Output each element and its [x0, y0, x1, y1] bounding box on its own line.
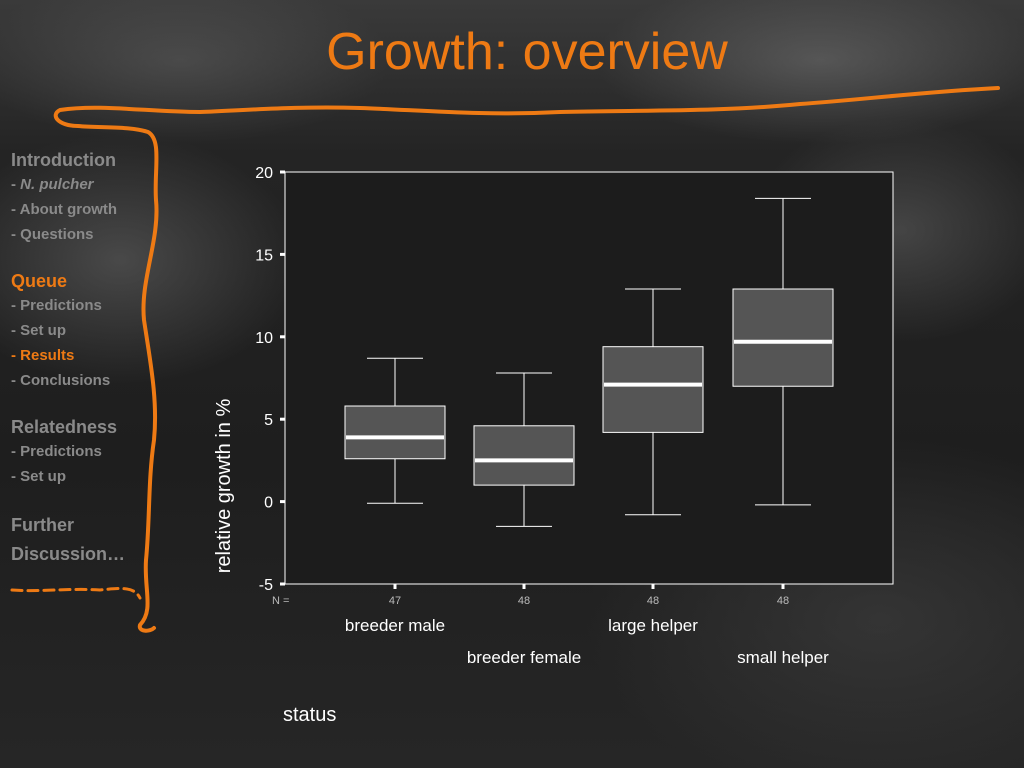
- box-iqr: [473, 425, 575, 486]
- category-label: large helper: [608, 616, 698, 635]
- box-iqr: [732, 288, 834, 387]
- x-axis-label: status: [283, 704, 337, 726]
- nav-item-relatedness-set-up[interactable]: - Set up: [11, 468, 66, 485]
- box-4: [732, 197, 834, 506]
- y-axis-label: relative growth in %: [213, 399, 235, 574]
- nav-discussion[interactable]: Discussion…: [11, 544, 126, 564]
- nav-item-results[interactable]: - Results: [11, 347, 75, 364]
- nav-dash: -: [11, 176, 21, 193]
- nav-item-species[interactable]: - N. pulcher: [11, 172, 151, 197]
- nav-item-queue-set-up[interactable]: - Set up: [11, 322, 66, 339]
- box-iqr: [344, 405, 446, 460]
- y-tick-label: 15: [255, 247, 273, 264]
- category-label: breeder female: [466, 648, 582, 667]
- y-tick-label: 5: [264, 412, 273, 429]
- nav-sidebar: Introduction - N. pulcher - About growth…: [11, 148, 151, 569]
- box-iqr: [602, 346, 704, 433]
- y-axis: -5 0 5 10 15 20: [255, 165, 285, 594]
- nav-introduction[interactable]: Introduction: [11, 150, 116, 170]
- x-axis: 47 48 48 48: [389, 584, 789, 607]
- y-tick-label: 10: [255, 330, 273, 347]
- box-series: [344, 197, 834, 527]
- slide-title: Growth: overview: [326, 23, 728, 81]
- nav-item-queue-predictions[interactable]: - Predictions: [11, 297, 102, 314]
- nav-item-about-growth[interactable]: - About growth: [11, 201, 118, 218]
- nav-queue[interactable]: Queue: [11, 271, 68, 291]
- category-label: small helper: [737, 648, 829, 667]
- nav-item-questions[interactable]: - Questions: [11, 226, 94, 243]
- y-tick-label: 0: [264, 495, 273, 512]
- y-tick-label: 20: [255, 165, 273, 182]
- nav-further[interactable]: Further: [11, 515, 74, 535]
- nav-item-conclusions[interactable]: - Conclusions: [11, 372, 111, 389]
- box-1: [344, 357, 446, 504]
- n-value: 48: [777, 595, 789, 607]
- nav-species-label: N. pulcher: [20, 176, 94, 193]
- n-value: 47: [389, 595, 401, 607]
- n-label: N =: [272, 595, 289, 607]
- box-2: [473, 372, 575, 527]
- n-value: 48: [518, 595, 530, 607]
- n-value: 48: [647, 595, 659, 607]
- category-label: breeder male: [344, 616, 446, 635]
- y-tick-label: -5: [259, 577, 273, 594]
- box-3: [602, 288, 704, 516]
- nav-relatedness[interactable]: Relatedness: [11, 417, 118, 437]
- nav-item-relatedness-predictions[interactable]: - Predictions: [11, 443, 102, 460]
